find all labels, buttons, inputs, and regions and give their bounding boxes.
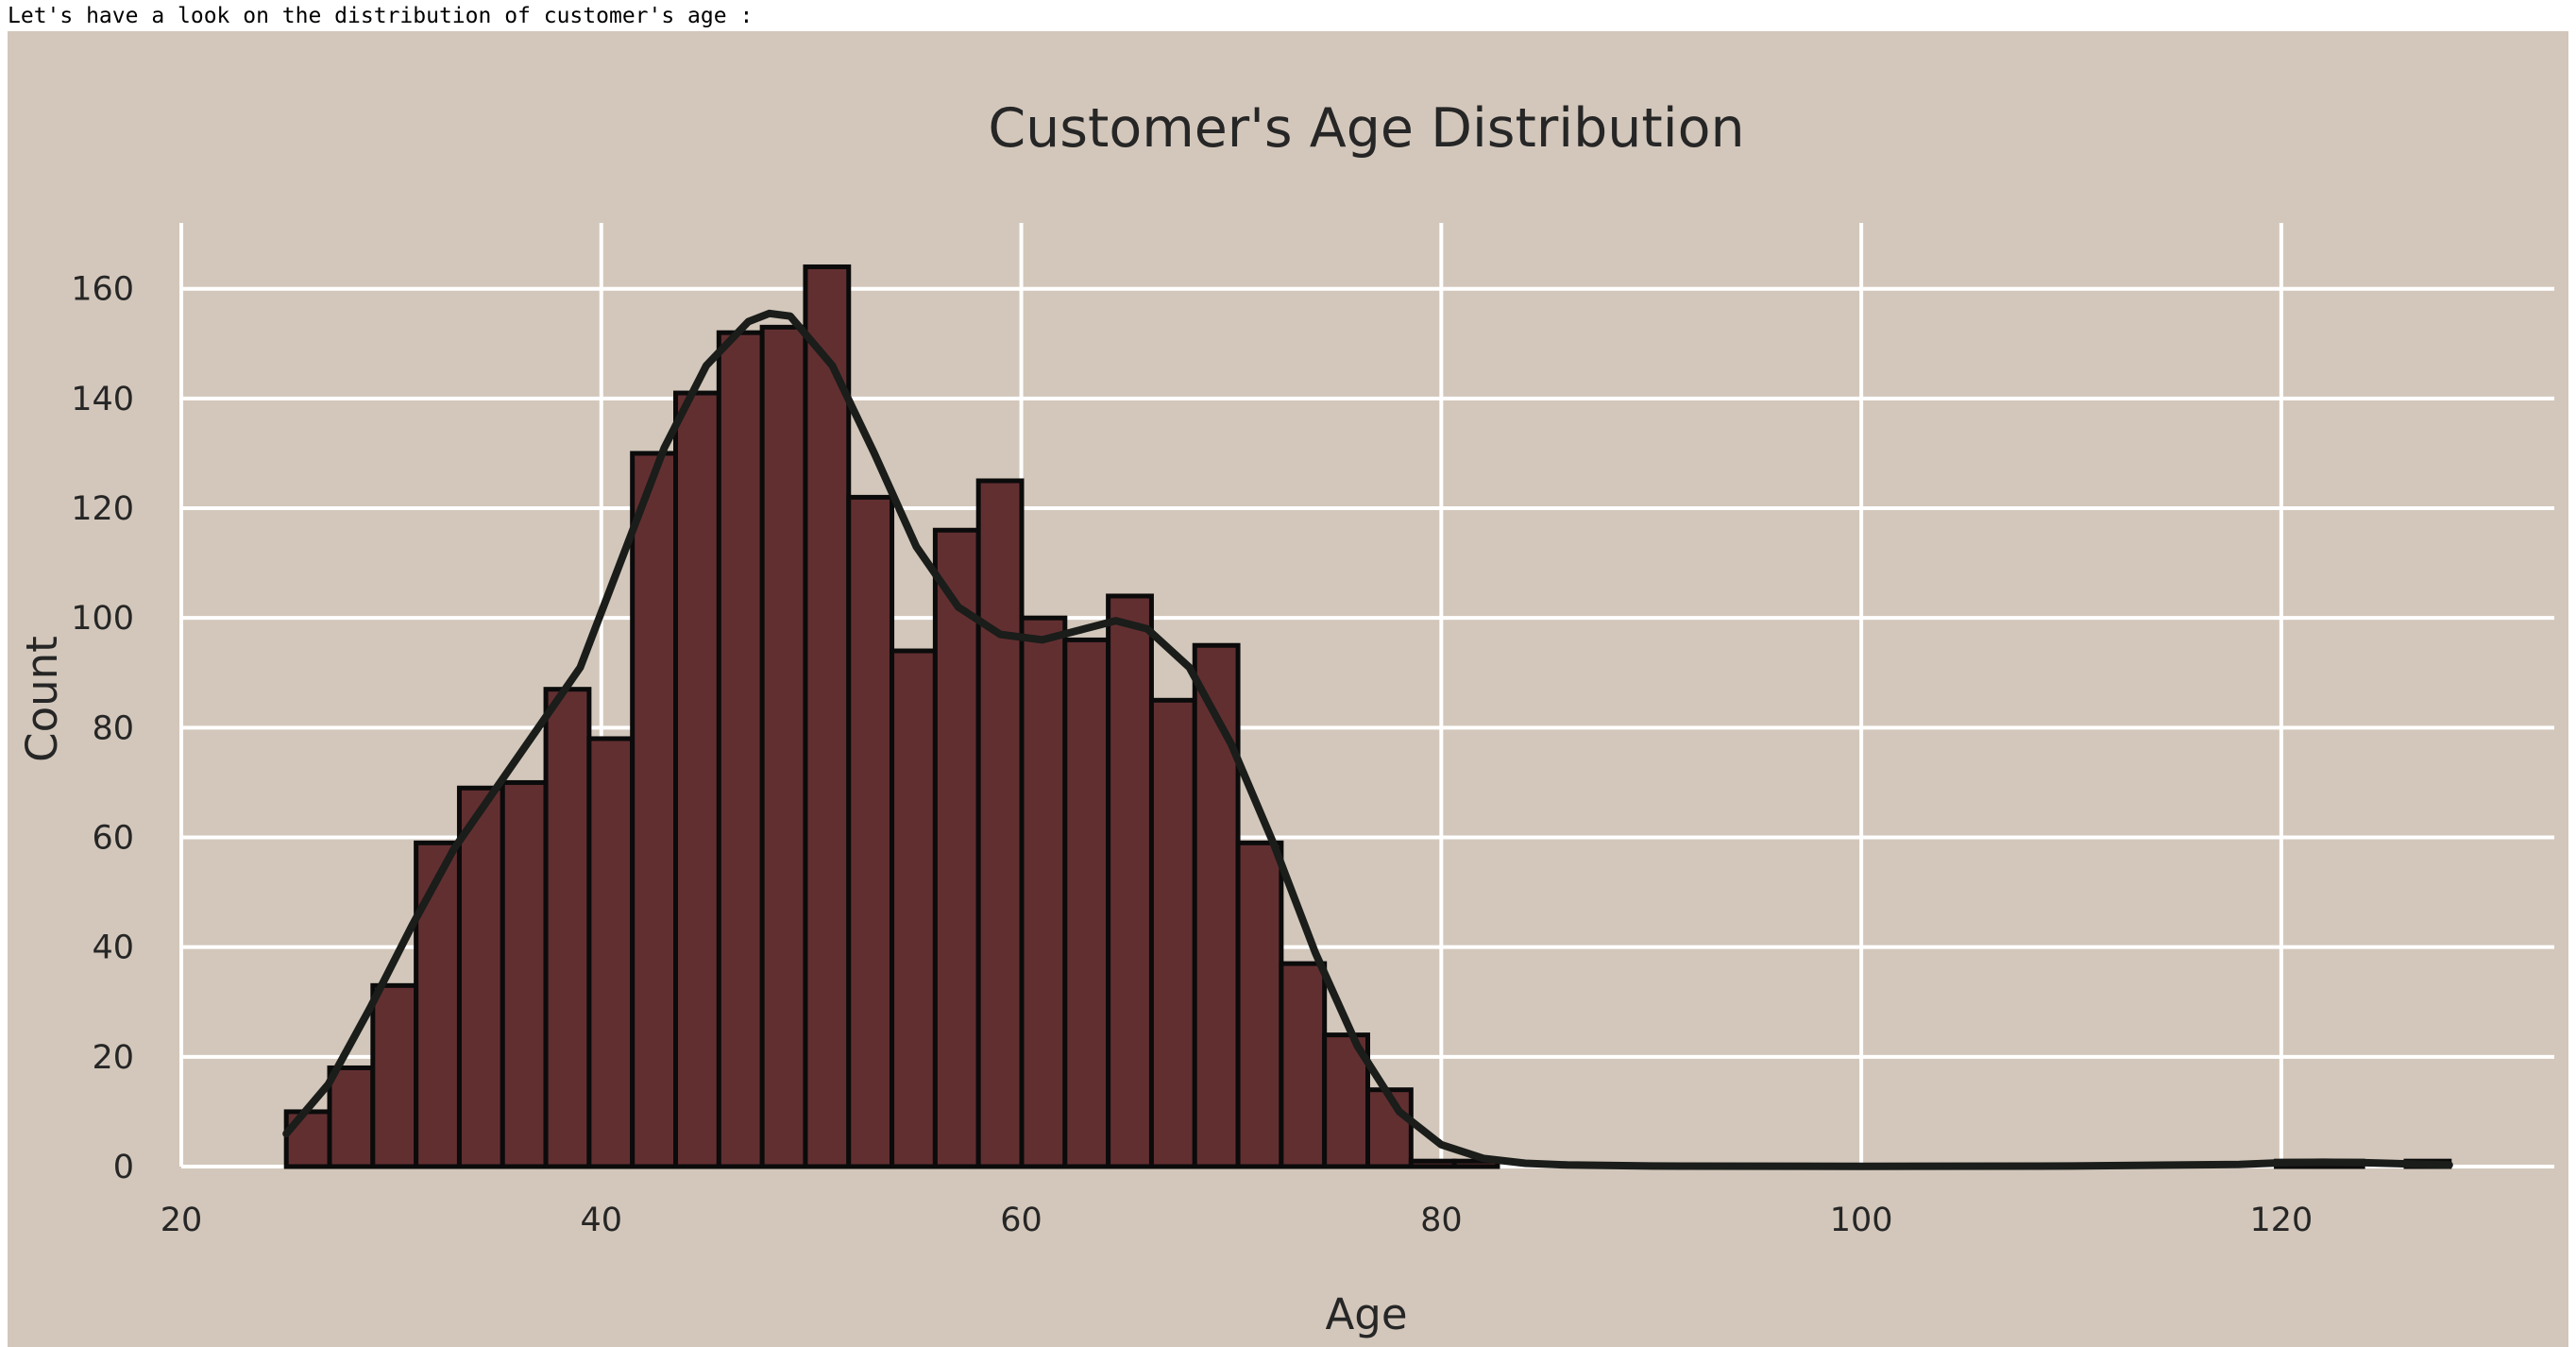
notebook-caption: Let's have a look on the distribution of… <box>8 4 754 28</box>
histogram-bar <box>1019 615 1068 1169</box>
y-tick-label: 0 <box>113 1149 134 1186</box>
histogram-bars <box>283 264 2452 1169</box>
y-tick-label: 20 <box>92 1039 134 1077</box>
histogram-bar <box>759 324 808 1169</box>
histogram-bar <box>1279 961 1328 1169</box>
histogram-bar <box>1148 697 1197 1169</box>
y-tick-label: 60 <box>92 820 134 858</box>
histogram-bar <box>456 785 505 1169</box>
histogram-bar <box>283 1109 332 1169</box>
y-tick-label: 80 <box>92 709 134 747</box>
y-tick-label: 160 <box>71 271 134 309</box>
histogram-bar <box>586 736 636 1169</box>
histogram-bar <box>890 648 938 1169</box>
x-tick-label: 100 <box>1830 1202 1893 1239</box>
histogram-bar <box>630 451 679 1169</box>
y-tick-label: 140 <box>71 381 134 418</box>
histogram-bar <box>1062 637 1111 1169</box>
histogram-bar <box>1408 1158 1457 1169</box>
histogram-bar <box>975 478 1025 1169</box>
histogram-bar <box>370 982 419 1169</box>
x-tick-label: 20 <box>161 1202 203 1239</box>
y-tick-label: 100 <box>71 600 134 638</box>
histogram-bar <box>846 494 895 1169</box>
histogram-bar <box>932 527 981 1169</box>
y-tick-label: 40 <box>92 929 134 967</box>
y-tick-label: 120 <box>71 490 134 528</box>
histogram-bar <box>716 330 765 1169</box>
histogram-bar <box>1235 840 1284 1169</box>
x-tick-label: 40 <box>581 1202 623 1239</box>
kde-curve <box>282 309 2453 1170</box>
x-tick-label: 80 <box>1420 1202 1463 1239</box>
chart-title: Customer's Age Distribution <box>988 97 1744 160</box>
histogram-bar <box>327 1065 376 1169</box>
histogram-bar <box>1365 1087 1414 1169</box>
histogram-bar <box>673 390 721 1169</box>
x-axis-label: Age <box>1325 1289 1407 1339</box>
tick-labels: 20 40 60 80 100 120 0 20 40 60 80 100 120 140 160 <box>71 271 2313 1239</box>
histogram-bar <box>500 779 549 1169</box>
histogram-bar <box>543 687 592 1169</box>
x-tick-label: 120 <box>2249 1202 2313 1239</box>
histogram-bar <box>803 264 852 1169</box>
y-axis-label: Count <box>17 636 67 762</box>
histogram-bar <box>1106 593 1154 1169</box>
histogram-bar <box>1192 642 1241 1169</box>
x-tick-label: 60 <box>1000 1202 1042 1239</box>
histogram-bar <box>414 840 462 1169</box>
